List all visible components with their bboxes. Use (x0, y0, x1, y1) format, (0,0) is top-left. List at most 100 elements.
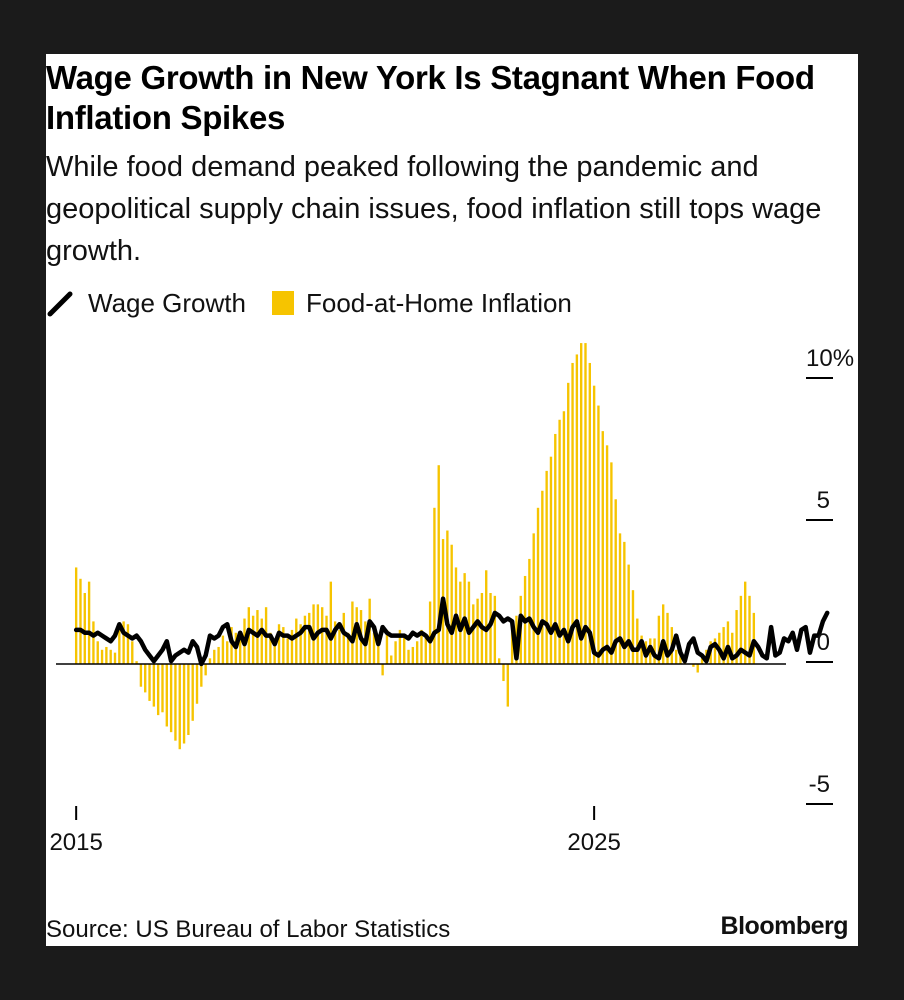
x-tick-label: 2015 (49, 829, 102, 856)
food-inflation-bar (554, 433, 557, 664)
food-inflation-bar (610, 462, 613, 664)
food-inflation-bar (295, 618, 298, 664)
food-inflation-bar (657, 615, 661, 664)
food-inflation-bar (372, 632, 376, 664)
food-inflation-bar (191, 664, 194, 721)
y-tick-label: 10% (806, 345, 854, 372)
food-inflation-bar (674, 649, 678, 664)
legend-line-icon (47, 291, 73, 317)
food-inflation-bar (321, 607, 324, 664)
food-inflation-bar (472, 604, 475, 664)
food-inflation-bar (627, 564, 630, 664)
food-inflation-bar (575, 354, 579, 664)
food-inflation-bar (251, 615, 255, 664)
food-inflation-bar (122, 621, 125, 664)
food-inflation-bar (545, 470, 548, 664)
legend: Wage Growth Food-at-Home Inflation (46, 286, 598, 320)
food-inflation-bar (731, 632, 734, 664)
chart-subtitle: While food demand peaked following the p… (46, 151, 822, 267)
food-inflation-bar (169, 664, 173, 733)
food-inflation-bar (558, 419, 561, 664)
food-inflation-bar (467, 581, 471, 664)
food-inflation-bar (567, 382, 570, 664)
food-inflation-bar (346, 632, 350, 664)
food-inflation-bar (411, 646, 415, 664)
food-inflation-bar (118, 629, 121, 664)
food-inflation-bar (174, 664, 177, 741)
food-inflation-bar (100, 649, 104, 664)
food-inflation-bar (178, 664, 181, 750)
food-inflation-bar (601, 431, 604, 664)
food-inflation-bar (208, 658, 212, 664)
food-inflation-bar (187, 664, 190, 735)
food-inflation-bar (437, 465, 440, 664)
food-inflation-bar (562, 411, 566, 664)
food-inflation-bar (394, 641, 397, 664)
food-inflation-bar (735, 610, 738, 664)
food-inflation-bar (83, 593, 86, 664)
food-inflation-bar (744, 581, 747, 664)
food-inflation-bar (446, 530, 449, 664)
food-inflation-bar (308, 612, 311, 664)
y-tick-label: 5 (817, 487, 830, 514)
wage-growth-line (73, 596, 830, 667)
food-inflation-bar (182, 664, 186, 744)
food-inflation-bar (217, 646, 220, 664)
food-inflation-bar (385, 629, 389, 664)
food-inflation-bar (74, 567, 78, 664)
food-inflation-bar (290, 629, 294, 664)
y-tick-label: -5 (809, 771, 830, 798)
food-inflation-bar (597, 405, 600, 664)
bar-series (74, 343, 756, 750)
food-inflation-bar (277, 624, 281, 664)
food-inflation-bar (109, 649, 112, 664)
food-inflation-bar (623, 541, 626, 664)
food-inflation-bar (485, 570, 488, 664)
chart-plot: 10% 5 0 -5 2015 2025 (49, 343, 854, 856)
food-inflation-bar (325, 615, 328, 664)
food-inflation-bar (96, 641, 99, 664)
x-tick-label: 2025 (567, 829, 620, 856)
food-inflation-bar (152, 664, 156, 707)
food-inflation-bar (381, 664, 384, 676)
food-inflation-bar (273, 641, 276, 664)
food-inflation-bar (476, 598, 479, 664)
food-inflation-bar (126, 624, 130, 664)
food-inflation-bar (541, 490, 544, 664)
food-inflation-bar (450, 544, 453, 664)
food-inflation-bar (144, 664, 147, 693)
legend-bar-swatch (271, 291, 294, 315)
food-inflation-bar (510, 627, 514, 664)
food-inflation-bar (407, 649, 410, 664)
food-inflation-bar (333, 621, 337, 664)
food-inflation-bar (549, 456, 553, 664)
x-axis: 2015 2025 (49, 806, 621, 856)
food-inflation-bar (700, 658, 704, 664)
food-inflation-bar (415, 641, 419, 664)
food-inflation-bar (489, 593, 492, 664)
food-inflation-bar (403, 635, 406, 664)
food-inflation-bar (506, 664, 509, 707)
food-inflation-bar (614, 499, 617, 664)
chart-card: Wage Growth in New York Is Stagnant When… (46, 54, 858, 946)
food-inflation-bar (722, 627, 725, 664)
food-inflation-bar (260, 618, 263, 664)
food-inflation-bar (696, 664, 699, 673)
food-inflation-bar (497, 658, 501, 664)
food-inflation-bar (213, 649, 216, 664)
food-inflation-bar (580, 343, 583, 664)
food-inflation-bar (618, 533, 622, 664)
food-inflation-bar (433, 507, 436, 664)
food-inflation-bar (584, 343, 587, 664)
food-inflation-bar (420, 629, 423, 664)
food-inflation-bar (329, 581, 333, 664)
food-inflation-bar (636, 618, 639, 664)
food-inflation-bar (428, 601, 432, 664)
food-inflation-bar (92, 621, 95, 664)
source-note: Source: US Bureau of Labor Statistics (46, 916, 451, 943)
food-inflation-bar (113, 652, 117, 664)
food-inflation-bar (303, 615, 307, 664)
food-inflation-bar (571, 362, 574, 664)
food-inflation-bar (195, 664, 199, 704)
food-inflation-bar (355, 607, 358, 664)
